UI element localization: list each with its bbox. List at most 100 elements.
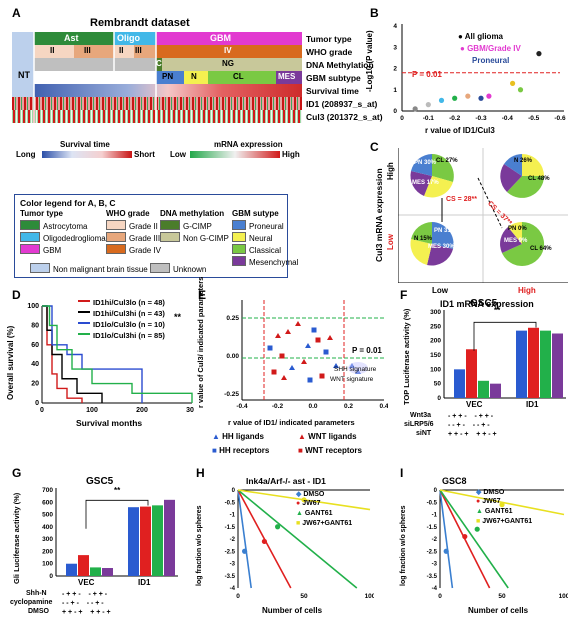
- c-low-x: Low: [432, 286, 448, 295]
- g-ylabel: Gli Luciferase activity (%): [12, 492, 21, 584]
- ldl-point: [499, 502, 505, 508]
- b-point: [412, 106, 418, 112]
- ldl-xtick: 50: [300, 593, 308, 600]
- ldl-xtick: 100: [559, 593, 568, 600]
- b-point: [486, 93, 492, 99]
- i-legend-3: ■ JW67+GANT61: [476, 518, 533, 525]
- d-ytick: 0: [35, 400, 39, 407]
- b-xtick: -0.2: [449, 115, 461, 122]
- panel-a-title: Rembrandt dataset: [90, 17, 190, 29]
- panel-a-heatmap: [12, 32, 302, 136]
- e-point: [267, 345, 273, 351]
- ldl-xtick: 0: [438, 593, 442, 600]
- bar: [540, 330, 551, 398]
- b-ytick: 1: [393, 87, 397, 94]
- bar: [454, 369, 465, 398]
- b-xtick: 0: [400, 115, 404, 122]
- i-legend-1: ● JW67: [476, 498, 501, 505]
- e-point: [295, 321, 301, 326]
- ldl-point: [242, 548, 248, 554]
- legend-nonmalig: Non malignant brain tissue: [30, 263, 148, 274]
- a-mrna-scale: [190, 151, 280, 158]
- a-long: Long: [16, 150, 36, 159]
- c-pie4-cl: CL 64%: [530, 246, 552, 252]
- bar: [516, 330, 527, 398]
- e-point: [275, 333, 281, 338]
- panel-f-label: F: [400, 288, 408, 302]
- e-p-label: P = 0.01: [352, 346, 382, 355]
- ldl-ytick: -3.5: [225, 574, 236, 580]
- ldl-ytick: -4: [432, 586, 438, 592]
- legend-dna-methylation: DNA methylation: [160, 209, 225, 218]
- e-legend-3: ■ WNT receptors: [298, 446, 362, 455]
- b-xlabel: r value of ID1/Cul3: [425, 126, 495, 135]
- c-pie3-n: N 15%: [414, 236, 433, 242]
- ldl-ytick: -1: [230, 513, 236, 519]
- e-ytick: -0.25: [224, 391, 239, 398]
- panel-i-label: I: [400, 466, 404, 480]
- bar: [490, 383, 501, 398]
- c-ylabel: Cul3 mRNA expression: [374, 168, 384, 262]
- ldl-ytick: -4: [230, 586, 236, 592]
- ldl-ytick: -2: [230, 537, 236, 543]
- d-xtick: 0: [40, 407, 44, 414]
- e-point: [327, 335, 333, 340]
- d-series-line: [42, 305, 103, 403]
- c-high-y: High: [386, 162, 395, 180]
- a-row-label-6: Cul3 (201372_s_at): [306, 112, 383, 122]
- h-legend-3: ■ JW67+GANT61: [296, 520, 353, 527]
- e-wnt: WNT signature: [330, 376, 374, 383]
- h-title: Ink4a/Arf-/- ast - ID1: [246, 476, 326, 486]
- b-xtick: -0.6: [554, 115, 566, 122]
- a-sub-n: N: [191, 72, 197, 81]
- legend-g4: Grade IV: [106, 244, 161, 255]
- e-ytick: 0.25: [226, 315, 239, 322]
- b-point: [517, 87, 524, 93]
- d-sig: **: [174, 312, 182, 322]
- e-point: [319, 373, 325, 379]
- ldl-ytick: -2.5: [427, 549, 438, 555]
- panel-g-chart: 0 100 200 300 400 500 600 700: [42, 487, 178, 580]
- a-survival-scale: [42, 151, 132, 158]
- h-xlabel: Number of cells: [262, 606, 323, 615]
- b-point: [510, 80, 516, 86]
- a-mrna-title: mRNA expression: [214, 140, 283, 149]
- ldl-ytick: 0: [232, 488, 236, 494]
- bar-ytick: 400: [42, 524, 53, 531]
- d-series-line: [42, 305, 193, 403]
- b-legend-1: ● GBM/Grade IV: [460, 44, 521, 53]
- legend-proneural: Proneural: [232, 220, 284, 231]
- bar: [528, 327, 539, 398]
- ldl-ytick: -2.5: [225, 549, 236, 555]
- bar: [78, 555, 89, 576]
- ldl-series-line: [439, 489, 509, 589]
- bar-sig-bracket: [473, 321, 537, 351]
- e-xtick: -0.4: [236, 403, 248, 410]
- panel-b-label: B: [370, 6, 379, 20]
- bar-ytick: 50: [434, 381, 442, 388]
- h-legend-1: ● JW67: [296, 500, 321, 507]
- d-ytick: 60: [31, 342, 39, 349]
- b-xtick: -0.4: [502, 115, 514, 122]
- ldl-series-line: [237, 489, 358, 589]
- a-meth-c: C: [156, 59, 162, 68]
- a-meth-ng: NG: [222, 59, 234, 68]
- d-legend-2: ID1lo/Cul3lo (n = 10): [78, 320, 165, 329]
- bar-sig-bracket: [85, 499, 149, 529]
- d-ytick: 20: [31, 381, 39, 388]
- legend-g3: Grade III: [106, 232, 160, 243]
- ldl-ytick: -0.5: [427, 500, 438, 506]
- panel-f-chart: 0 50 100 150 200 250 300: [430, 309, 566, 402]
- ldl-ytick: -3: [230, 562, 236, 568]
- ldl-series-line: [237, 489, 252, 589]
- f-row-0: Wnt3a: [410, 412, 431, 419]
- b-point: [536, 51, 542, 57]
- panel-e-label: E: [198, 288, 207, 302]
- c-high-x: High: [518, 286, 536, 295]
- ldl-point: [443, 548, 449, 554]
- e-point: [311, 327, 317, 333]
- bar: [478, 380, 489, 398]
- ldl-xtick: 0: [236, 593, 240, 600]
- a-grade-iii-o: III: [135, 46, 142, 55]
- i-legend-0: ◆ DMSO: [476, 489, 505, 496]
